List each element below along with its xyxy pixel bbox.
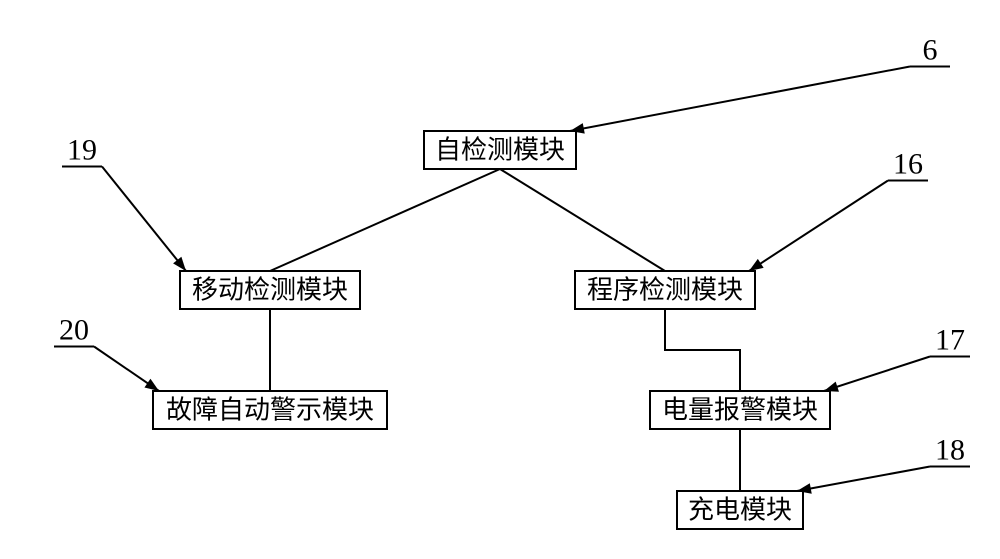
node-label: 程序检测模块 [587,276,743,305]
callout-20: 20 [54,314,159,392]
edge-line [270,169,500,271]
callout-label: 18 [935,434,965,467]
callout-leader [570,67,910,132]
edge-line [665,309,740,391]
node-label: 自检测模块 [435,136,565,165]
node-label: 电量报警模块 [662,396,818,425]
callout-leader [824,357,930,392]
callout-label: 20 [59,314,89,347]
edge-prog_det-batt_alarm [665,309,740,391]
edge-line [500,169,665,271]
callout-label: 19 [67,134,97,167]
callout-17: 17 [824,324,970,392]
node-fault_warn: 故障自动警示模块 [153,391,387,429]
callout-18: 18 [797,434,970,494]
node-motion_det: 移动检测模块 [180,271,360,309]
arrowhead [824,382,839,392]
edge-self_test-prog_det [500,169,665,271]
edge-self_test-motion_det [270,169,500,271]
arrowhead [749,259,764,271]
callout-leader [102,167,186,272]
callout-6: 6 [570,34,950,134]
node-label: 充电模块 [688,496,792,525]
node-label: 移动检测模块 [192,276,348,305]
arrowhead [144,379,159,391]
callout-16: 16 [749,148,928,272]
node-charge: 充电模块 [677,491,803,529]
callout-19: 19 [62,134,186,272]
node-self_test: 自检测模块 [424,131,576,169]
callout-label: 6 [923,34,938,67]
callout-leader [749,181,888,272]
node-label: 故障自动警示模块 [166,396,374,425]
node-batt_alarm: 电量报警模块 [650,391,830,429]
callout-label: 17 [935,324,965,357]
callout-leader [797,467,930,492]
callout-label: 16 [893,148,923,181]
node-prog_det: 程序检测模块 [575,271,755,309]
